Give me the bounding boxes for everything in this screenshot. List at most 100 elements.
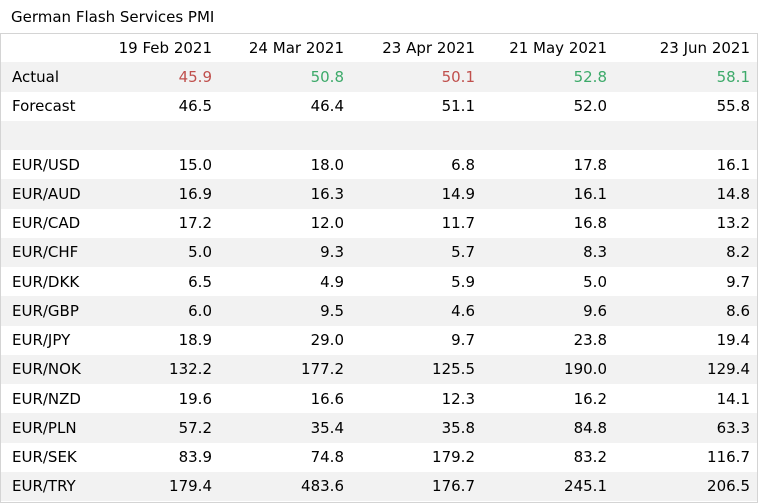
cell-value: 9.7 (451, 331, 475, 350)
cell-value: 245.1 (483, 471, 615, 501)
cell-value: 176.7 (352, 471, 483, 501)
cell-value: 6.8 (451, 155, 475, 174)
cell-value: 14.9 (352, 179, 483, 209)
table-row: EUR/NZD 19.6 16.6 12.3 16.2 14.1 (0, 384, 758, 413)
spacer-cell (220, 120, 352, 150)
cell-value: 57.2 (100, 413, 220, 443)
row-label: EUR/GBP (0, 296, 100, 326)
table-row: EUR/USD 15.0 18.0 6.8 17.8 16.1 (0, 150, 758, 179)
actual-value: 58.1 (615, 62, 758, 92)
spacer-cell (352, 120, 483, 150)
cell-value: 190.0 (483, 354, 615, 384)
table-row: EUR/AUD 16.9 16.3 14.9 16.1 14.8 (0, 179, 758, 209)
cell-value: 4.9 (320, 272, 344, 291)
cell-value: 116.7 (707, 448, 750, 467)
column-header: 24 Mar 2021 (248, 38, 344, 57)
table-row: EUR/NOK 132.2 177.2 125.5 190.0 129.4 (0, 354, 758, 384)
cell-value: 14.8 (615, 179, 758, 209)
cell-value: 15.0 (178, 155, 212, 174)
spacer-cell (100, 120, 220, 150)
table-row: EUR/JPY 18.9 29.0 9.7 23.8 19.4 (0, 326, 758, 355)
cell-value: 179.2 (432, 448, 475, 467)
cell-value: 17.8 (573, 155, 607, 174)
forecast-value: 52.0 (573, 97, 607, 116)
table-row: EUR/CAD 17.2 12.0 11.7 16.8 13.2 (0, 209, 758, 238)
cell-value: 9.6 (483, 296, 615, 326)
cell-value: 83.9 (178, 448, 212, 467)
cell-value: 23.8 (573, 331, 607, 350)
cell-value: 16.9 (100, 179, 220, 209)
column-header: 21 May 2021 (509, 38, 607, 57)
actual-value: 45.9 (100, 62, 220, 92)
cell-value: 5.0 (100, 237, 220, 267)
cell-value: 14.1 (716, 389, 750, 408)
table-row: EUR/PLN 57.2 35.4 35.8 84.8 63.3 (0, 413, 758, 443)
cell-value: 483.6 (220, 471, 352, 501)
cell-value: 5.7 (352, 237, 483, 267)
cell-value: 8.3 (483, 237, 615, 267)
cell-value: 74.8 (310, 448, 344, 467)
column-header: 19 Feb 2021 (118, 38, 212, 57)
pmi-table: 19 Feb 2021 24 Mar 2021 23 Apr 2021 21 M… (0, 33, 758, 501)
table-row: EUR/SEK 83.9 74.8 179.2 83.2 116.7 (0, 443, 758, 472)
cell-value: 19.6 (178, 389, 212, 408)
cell-value: 132.2 (100, 354, 220, 384)
cell-value: 16.6 (310, 389, 344, 408)
column-header: 23 Jun 2021 (659, 38, 750, 57)
actual-value: 50.8 (220, 62, 352, 92)
row-label: EUR/CHF (0, 237, 100, 267)
cell-value: 5.9 (451, 272, 475, 291)
row-label: EUR/PLN (0, 413, 100, 443)
header-row: 19 Feb 2021 24 Mar 2021 23 Apr 2021 21 M… (0, 33, 758, 62)
table-row: EUR/TRY 179.4 483.6 176.7 245.1 206.5 (0, 471, 758, 501)
cell-value: 16.1 (483, 179, 615, 209)
cell-value: 16.1 (716, 155, 750, 174)
cell-value: 11.7 (441, 214, 475, 233)
cell-value: 35.4 (220, 413, 352, 443)
cell-value: 206.5 (615, 471, 758, 501)
row-label: EUR/USD (12, 155, 80, 174)
cell-value: 6.0 (100, 296, 220, 326)
spacer-row (0, 120, 758, 150)
cell-value: 177.2 (220, 354, 352, 384)
row-label: EUR/TRY (0, 471, 100, 501)
cell-value: 129.4 (615, 354, 758, 384)
actual-value: 52.8 (483, 62, 615, 92)
row-label: EUR/NOK (0, 354, 100, 384)
forecast-value: 46.5 (178, 97, 212, 116)
cell-value: 29.0 (310, 331, 344, 350)
cell-value: 8.6 (615, 296, 758, 326)
cell-value: 83.2 (573, 448, 607, 467)
cell-value: 9.7 (726, 272, 750, 291)
row-label: EUR/AUD (0, 179, 100, 209)
cell-value: 125.5 (352, 354, 483, 384)
table-row: EUR/DKK 6.5 4.9 5.9 5.0 9.7 (0, 267, 758, 296)
row-label: Forecast (12, 97, 76, 116)
cell-value: 12.0 (310, 214, 344, 233)
cell-value: 179.4 (100, 471, 220, 501)
cell-value: 12.3 (441, 389, 475, 408)
row-label: Actual (0, 62, 100, 92)
spacer-cell (615, 120, 758, 150)
row-label: EUR/DKK (12, 272, 80, 291)
column-header: 23 Apr 2021 (382, 38, 475, 57)
cell-value: 9.3 (220, 237, 352, 267)
cell-value: 6.5 (188, 272, 212, 291)
cell-value: 17.2 (178, 214, 212, 233)
cell-value: 16.8 (573, 214, 607, 233)
forecast-value: 55.8 (716, 97, 750, 116)
cell-value: 63.3 (615, 413, 758, 443)
cell-value: 84.8 (483, 413, 615, 443)
forecast-value: 51.1 (441, 97, 475, 116)
actual-row: Actual 45.9 50.8 50.1 52.8 58.1 (0, 62, 758, 92)
cell-value: 19.4 (716, 331, 750, 350)
cell-value: 4.6 (352, 296, 483, 326)
row-label: EUR/JPY (12, 331, 71, 350)
row-label: EUR/SEK (12, 448, 77, 467)
actual-value: 50.1 (352, 62, 483, 92)
spacer-cell (0, 120, 100, 150)
cell-value: 16.2 (573, 389, 607, 408)
cell-value: 16.3 (220, 179, 352, 209)
row-label: EUR/CAD (12, 214, 81, 233)
forecast-value: 46.4 (310, 97, 344, 116)
